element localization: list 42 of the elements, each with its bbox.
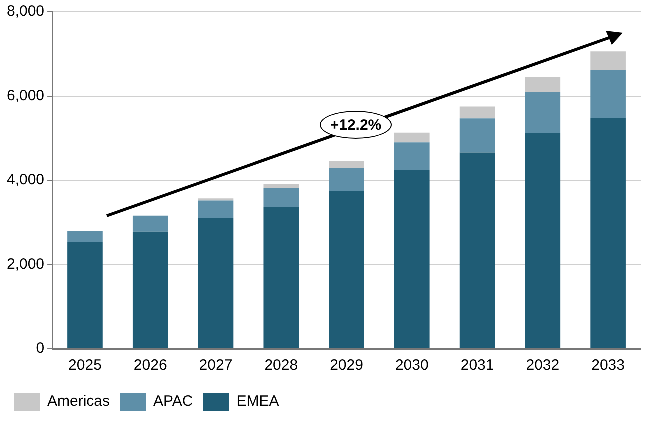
x-tick-label: 2033 <box>592 357 625 374</box>
x-tick-label: 2026 <box>134 357 168 374</box>
legend-label: APAC <box>154 393 194 410</box>
bar <box>264 207 300 348</box>
legend-label: Americas <box>48 393 110 410</box>
bar <box>525 77 561 92</box>
y-tick-label: 8,000 <box>6 3 45 20</box>
bar <box>329 168 364 192</box>
bar <box>394 142 430 170</box>
bar <box>329 161 364 168</box>
bar <box>132 216 168 232</box>
bar <box>525 92 561 134</box>
bar <box>590 52 626 71</box>
y-tick-label: 4,000 <box>6 172 45 189</box>
bar <box>198 218 234 348</box>
bar <box>264 188 300 208</box>
bar <box>460 106 496 119</box>
y-tick-label: 0 <box>36 340 45 358</box>
bar <box>198 200 234 218</box>
legend-label: EMEA <box>236 393 280 410</box>
bar <box>460 118 496 153</box>
bar <box>68 231 103 242</box>
x-tick-label: 2025 <box>68 357 102 374</box>
bar <box>68 242 103 348</box>
annotation: +12.2% <box>320 111 392 139</box>
bar <box>394 132 430 143</box>
bar <box>394 170 430 348</box>
y-tick-label: 2,000 <box>6 256 45 273</box>
bar <box>590 118 626 348</box>
x-tick-label: 2032 <box>526 357 560 374</box>
bar <box>329 191 364 348</box>
x-tick-label: 2029 <box>330 357 364 374</box>
bar <box>590 70 626 118</box>
x-tick-label: 2031 <box>460 357 494 374</box>
x-tick-label: 2030 <box>395 357 429 374</box>
y-tick-label: 6,000 <box>6 87 45 104</box>
bar <box>460 152 496 348</box>
x-tick-label: 2027 <box>199 357 233 374</box>
bar <box>264 184 300 189</box>
x-tick-label: 2028 <box>264 357 298 374</box>
bar <box>132 232 168 348</box>
bar <box>525 133 561 348</box>
